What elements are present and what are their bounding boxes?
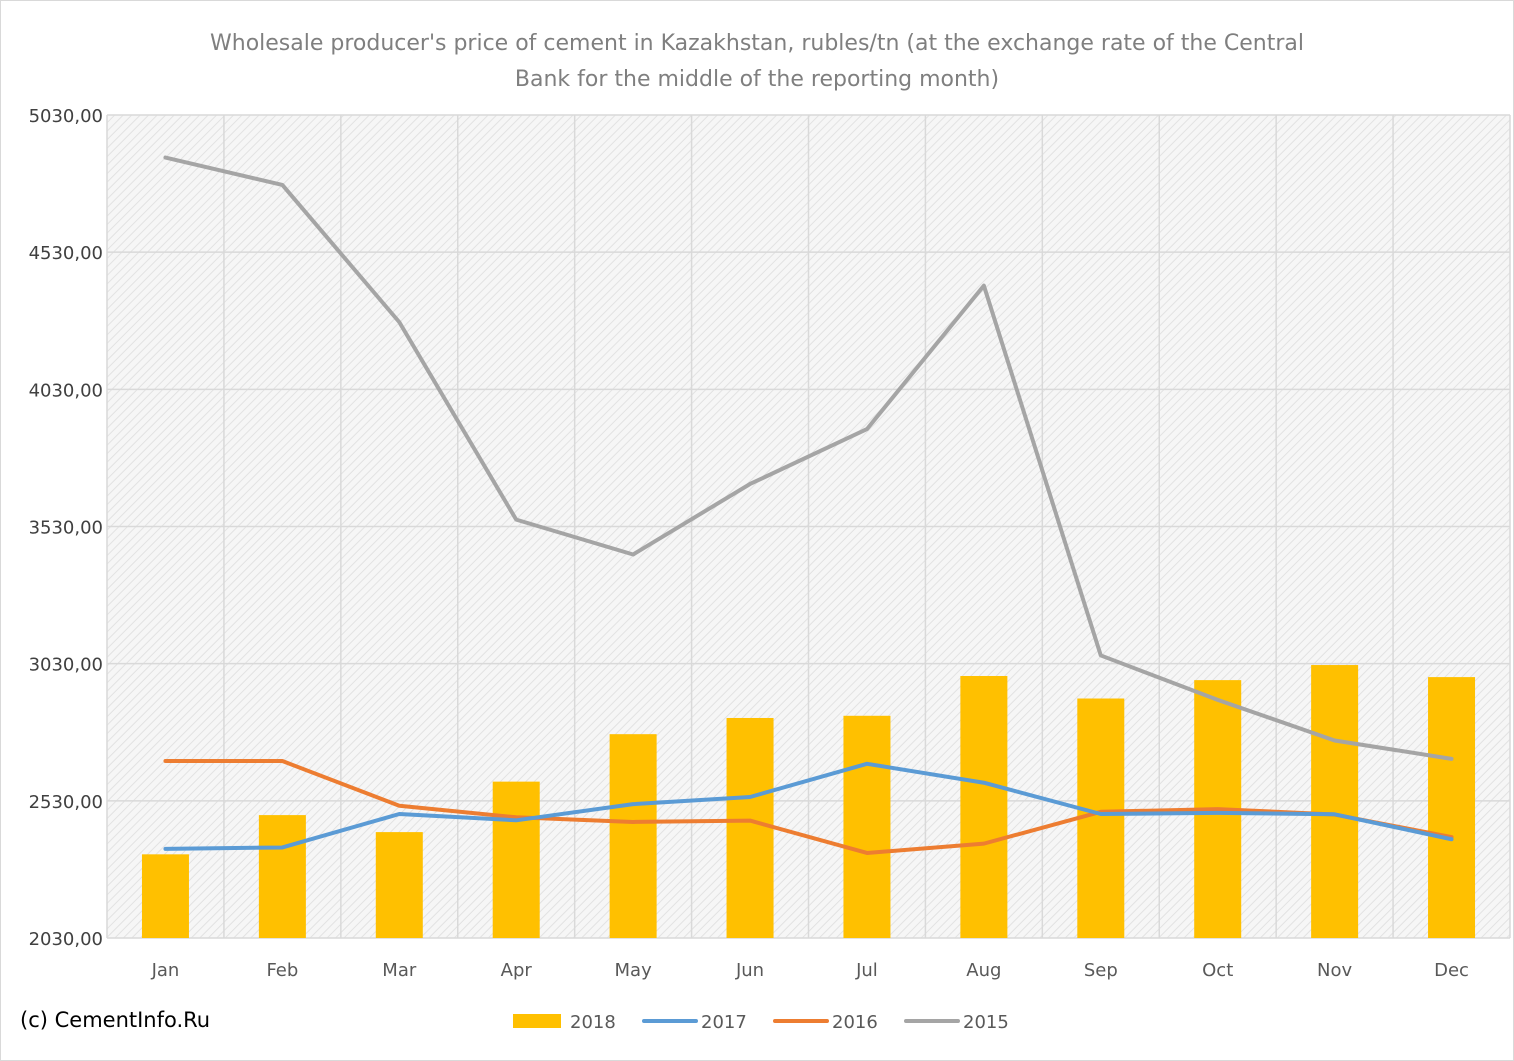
bar-2018-sep (1077, 698, 1125, 938)
y-tick-label-3: 3530,00 (29, 518, 103, 539)
bar-2018-jul (843, 715, 891, 938)
bar-2018-apr (492, 781, 540, 938)
bar-2018-nov (1311, 665, 1359, 938)
bar-2018-feb (258, 815, 306, 938)
bar-2018-dec (1428, 677, 1476, 938)
x-tick-label-mar: Mar (382, 960, 417, 981)
legend-label-2017: 2017 (701, 1012, 747, 1033)
bar-2018-jun (726, 717, 774, 938)
gridlines (106, 114, 1511, 939)
line-2015 (163, 155, 1454, 761)
legend-label-2018: 2018 (570, 1012, 616, 1033)
x-tick-label-dec: Dec (1434, 960, 1469, 981)
line-2016 (163, 759, 1454, 855)
y-axis-ticks: 2030,00 2530,00 3030,00 3530,00 4030,00 4530,… (29, 106, 103, 950)
bar-2018-aug (960, 676, 1008, 938)
x-tick-label-jun: Jun (735, 960, 764, 981)
legend-swatch-2018 (513, 1014, 561, 1028)
legend-label-2015: 2015 (963, 1012, 1009, 1033)
bar-2018-mar (375, 832, 423, 938)
x-tick-label-aug: Aug (966, 960, 1001, 981)
y-tick-label-4: 4030,00 (29, 380, 103, 401)
legend: 2018 2017 2016 2015 (513, 1012, 1009, 1033)
x-tick-label-sep: Sep (1084, 960, 1118, 981)
credit-text: (c) CementInfo.Ru (20, 1008, 211, 1032)
y-tick-label-5: 4530,00 (29, 243, 103, 264)
bar-series-2018 (141, 665, 1476, 938)
x-tick-label-oct: Oct (1202, 960, 1233, 981)
x-tick-label-jan: Jan (151, 960, 180, 981)
chart-title-line-2: Bank for the middle of the reporting mon… (514, 67, 1000, 92)
line-series-group (163, 155, 1454, 855)
y-tick-label-2: 3030,00 (29, 655, 103, 676)
x-tick-label-jul: Jul (855, 960, 878, 981)
x-tick-label-feb: Feb (266, 960, 298, 981)
line-2017 (163, 761, 1454, 851)
x-tick-label-may: May (615, 960, 653, 981)
y-tick-label-1: 2530,00 (29, 792, 103, 813)
x-axis-ticks: Jan Feb Mar Apr May Jun Jul Aug Sep Oct Nov Dec (151, 960, 1469, 981)
bar-2018-jan (141, 854, 189, 938)
legend-label-2016: 2016 (832, 1012, 878, 1033)
x-tick-label-apr: Apr (501, 960, 533, 981)
y-tick-label-0: 2030,00 (29, 929, 103, 950)
x-tick-label-nov: Nov (1317, 960, 1352, 981)
chart-title-line-1: Wholesale producer's price of cement in … (210, 31, 1304, 56)
y-tick-label-6: 5030,00 (29, 106, 103, 127)
bar-2018-may (609, 734, 657, 938)
